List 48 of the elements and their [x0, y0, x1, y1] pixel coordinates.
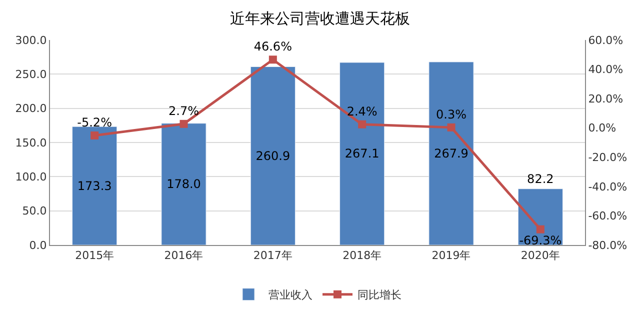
- data-label: 2.4%: [346, 104, 378, 118]
- bar: [72, 126, 118, 245]
- x-tick-label: 2017年: [253, 249, 292, 262]
- bar: [428, 62, 474, 245]
- y-tick-label: 150.0: [15, 136, 47, 150]
- x-tick-label: 2015年: [75, 249, 114, 262]
- y2-tick-label: 40.0%: [588, 63, 624, 76]
- y-tick-label: 0.0: [29, 238, 47, 252]
- bar: [340, 62, 385, 245]
- data-label: 267.1: [344, 146, 380, 161]
- bar: [161, 123, 206, 245]
- y-tick-label: 50.0: [22, 204, 47, 218]
- bar: [518, 188, 563, 245]
- x-tick-label: 2020年: [520, 249, 560, 262]
- point: [358, 120, 366, 128]
- data-label: -69.3%: [519, 233, 562, 248]
- x-tick-label: 2019年: [432, 249, 471, 262]
- y2-tick-label: -80.0%: [588, 238, 628, 252]
- data-label: 46.6%: [254, 40, 292, 54]
- y-tick-label: 250.0: [15, 68, 47, 82]
- y-tick-label: 300.0: [15, 34, 47, 47]
- legend-label: 营业收入: [268, 288, 312, 302]
- data-label: 260.9: [256, 148, 290, 163]
- y2-tick-label: -20.0%: [588, 150, 628, 164]
- y2-tick-label: 20.0%: [588, 92, 624, 106]
- point: [536, 225, 544, 234]
- x-tick-label: 2018年: [342, 249, 382, 262]
- data-label: 267.9: [434, 146, 468, 160]
- data-label: 178.0: [166, 177, 201, 192]
- y2-tick-label: -40.0%: [588, 180, 628, 194]
- data-label: 2.7%: [168, 104, 199, 118]
- chart-title: 近年来公司营收遭遇天花板: [230, 9, 410, 28]
- y2-tick-label: 60.0%: [588, 34, 624, 47]
- data-label: 0.3%: [436, 107, 466, 122]
- x-tick-label: 2016年: [164, 249, 204, 262]
- point: [90, 131, 99, 140]
- data-label: 173.3: [77, 178, 112, 193]
- data-label: 82.2: [527, 172, 554, 186]
- point: [180, 120, 188, 128]
- y2-tick-label: -60.0%: [588, 210, 628, 223]
- point: [447, 123, 456, 132]
- point: [268, 56, 277, 64]
- legend-label: 同比增长: [358, 288, 402, 302]
- bar: [250, 66, 296, 245]
- y-tick-label: 100.0: [15, 170, 47, 184]
- y2-tick-label: 0.0%: [588, 122, 616, 135]
- data-label: -5.2%: [77, 115, 112, 130]
- y-tick-label: 200.0: [15, 102, 47, 116]
